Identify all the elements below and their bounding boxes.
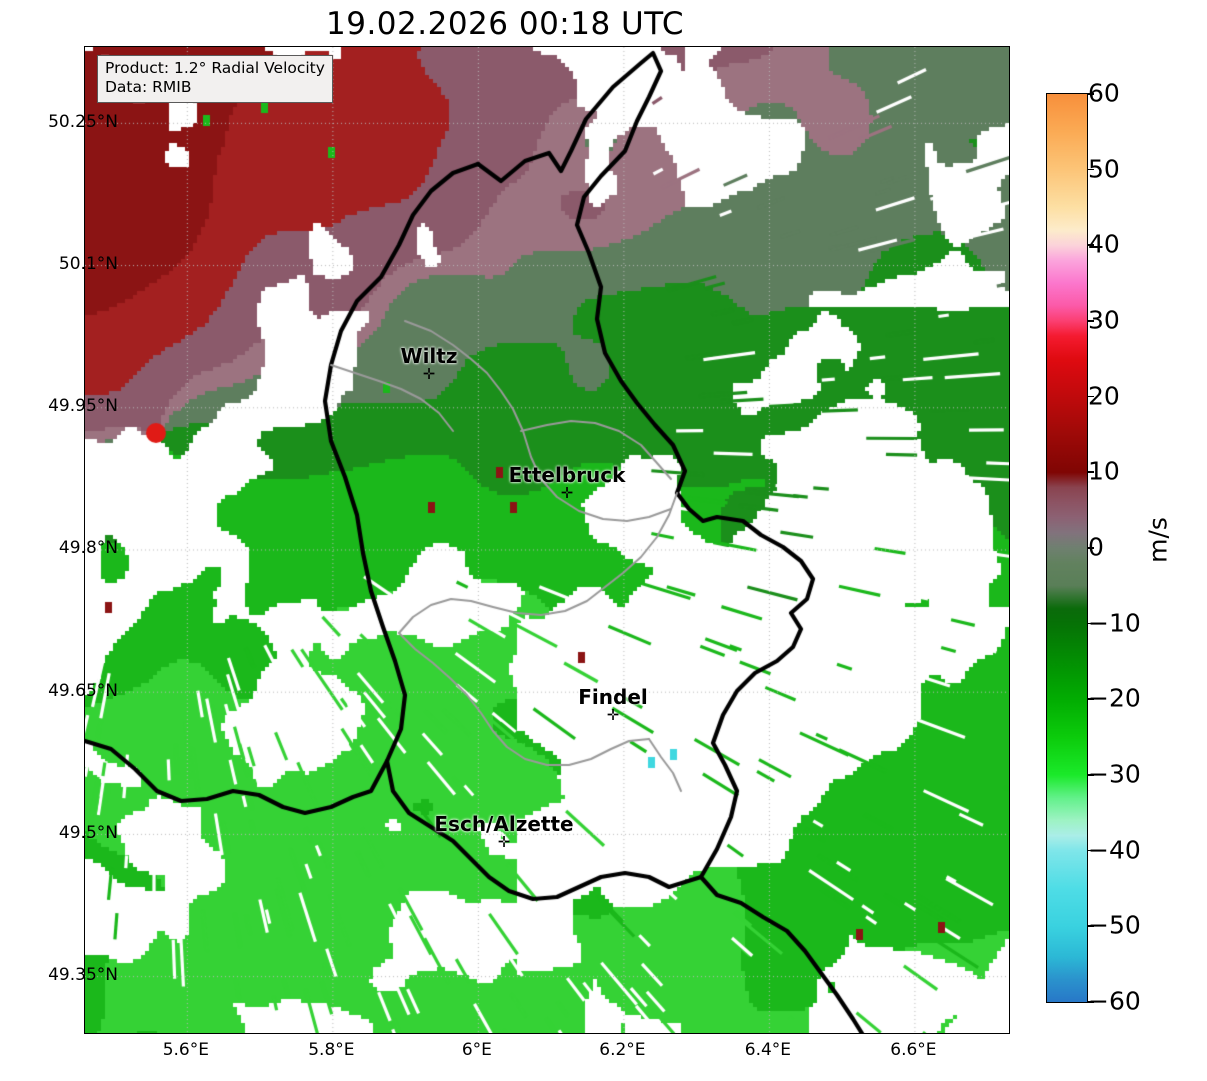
lon-tick-3: 6.2°E — [599, 1040, 646, 1060]
lon-tick-5: 6.6°E — [890, 1040, 937, 1060]
colorbar-tick-12: −60 — [1088, 986, 1141, 1016]
colorbar-tick-1: 50 — [1088, 154, 1120, 184]
colorbar-tickmark-3 — [1087, 320, 1094, 322]
lon-tick-0: 5.6°E — [162, 1040, 209, 1060]
colorbar-tickmark-0 — [1087, 93, 1094, 95]
lat-tick-3: 49.8°N — [58, 538, 118, 559]
colorbar-tick-11: −50 — [1088, 910, 1141, 940]
colorbar-tick-9: −30 — [1088, 759, 1141, 789]
lat-tick-0: 50.25°N — [48, 111, 118, 132]
page-title: 19.02.2026 00:18 UTC — [326, 6, 684, 42]
radar-plot[interactable]: Product: 1.2° Radial Velocity Data: RMIB… — [84, 46, 1010, 1034]
lat-tick-2: 49.95°N — [48, 396, 118, 417]
lat-tick-1: 50.1°N — [58, 254, 118, 275]
product-line: Product: 1.2° Radial Velocity — [105, 59, 325, 77]
colorbar-tickmark-6 — [1087, 547, 1094, 549]
colorbar-tick-10: −40 — [1088, 835, 1141, 865]
colorbar-tickmark-10 — [1087, 849, 1094, 852]
colorbar-tick-0: 60 — [1088, 78, 1120, 108]
colorbar-tickmark-5 — [1087, 471, 1094, 473]
product-info-box: Product: 1.2° Radial Velocity Data: RMIB — [97, 55, 333, 103]
colorbar-tickmark-12 — [1087, 1001, 1094, 1003]
colorbar-gradient — [1047, 94, 1087, 1002]
colorbar-tick-3: 30 — [1088, 305, 1120, 335]
colorbar-tick-5: 10 — [1088, 456, 1120, 486]
lon-tick-4: 6.4°E — [744, 1040, 792, 1060]
colorbar-tickmark-4 — [1087, 395, 1094, 398]
colorbar-tick-7: −10 — [1088, 608, 1141, 638]
colorbar-tick-4: 20 — [1088, 381, 1120, 411]
colorbar-tickmark-8 — [1087, 698, 1094, 700]
lon-tick-1: 5.8°E — [308, 1040, 355, 1060]
colorbar-unit-label: m/s — [1143, 517, 1173, 563]
colorbar-tickmark-2 — [1087, 244, 1094, 246]
lon-tick-2: 6°E — [461, 1040, 492, 1060]
colorbar-tickmark-7 — [1087, 622, 1094, 625]
colorbar-tick-2: 40 — [1088, 229, 1120, 259]
radial-velocity-field — [85, 47, 1009, 1033]
colorbar-tick-6: 0 — [1088, 532, 1104, 562]
colorbar-tickmark-11 — [1087, 925, 1094, 927]
lat-tick-5: 49.5°N — [58, 822, 118, 843]
lat-tick-4: 49.65°N — [48, 680, 118, 701]
colorbar[interactable] — [1046, 93, 1088, 1003]
colorbar-tick-8: −20 — [1088, 683, 1141, 713]
colorbar-tickmark-1 — [1087, 168, 1094, 171]
data-source-line: Data: RMIB — [105, 78, 192, 97]
lat-tick-6: 49.35°N — [48, 965, 118, 986]
colorbar-tickmark-9 — [1087, 774, 1094, 776]
